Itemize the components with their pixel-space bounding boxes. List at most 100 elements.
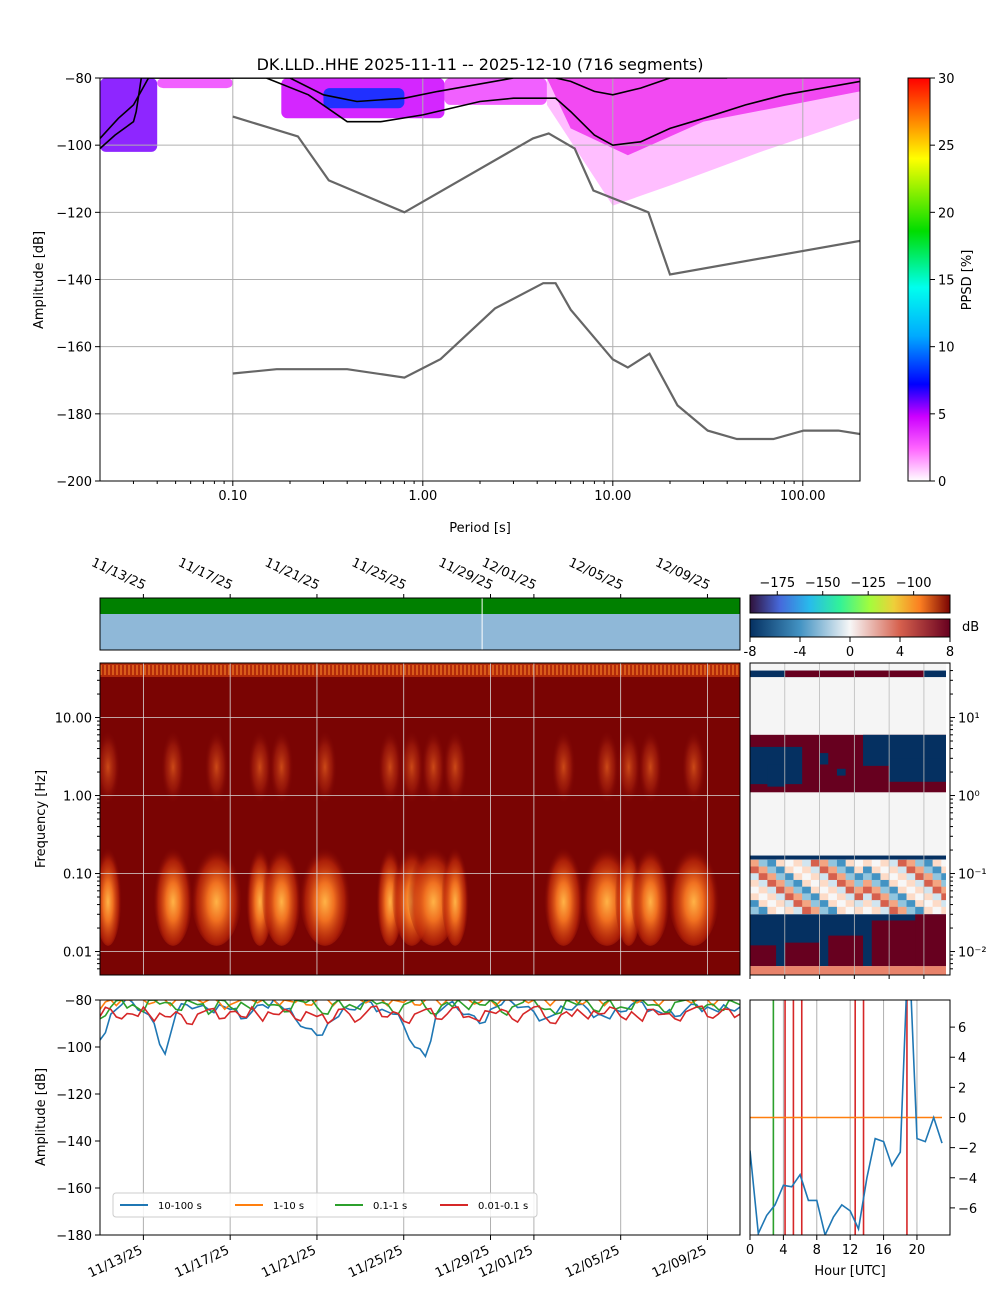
diurnal-cell [932,886,942,894]
percentile-upper-line [100,78,728,139]
diurnal-cell [897,873,908,881]
spectrogram-mid-burst [269,729,294,805]
diurnal-cell [871,879,881,888]
diurnal-cell [750,893,760,901]
spectrogram-hf-stripe [116,665,118,675]
spectrogram-hf-stripe [608,665,610,675]
psd-colorbar-tick-label: −150 [805,576,841,591]
band-series-1-10 s-line [100,1000,740,1011]
diurnal-cell [863,906,873,915]
diurnal-cell [845,866,855,874]
spectrogram-hf-stripe [728,665,730,675]
diurnal-cell [836,886,847,894]
diurnal-cell [767,900,777,908]
diurnal-cell [784,893,794,901]
ppsd-y-tick-label: −80 [65,72,92,87]
band-diurnal-x-tick-label: 4 [779,1243,787,1258]
spectrogram-mid-burst [161,729,186,805]
diurnal-cell [897,866,908,874]
diurnal-cell [836,879,847,888]
spectrogram-hf-stripe [196,665,198,675]
diurnal-cell [819,900,829,908]
band-legend: 10-100 s 1-10 s 0.1-1 s 0.01-0.1 s [112,1192,538,1218]
spectrogram-hf-stripe [656,665,658,675]
diurnal-cell [758,886,768,894]
diurnal-cell [776,906,786,915]
spectrogram-hf-stripe [288,665,290,675]
diurnal-cell [836,900,847,908]
psd-colorbar [749,594,951,614]
spectrogram-hf-stripe [456,665,458,675]
diurnal-cell [784,942,820,967]
diurnal-cell [750,945,777,967]
noise-model-high-line [232,115,860,276]
diurnal-cell [802,879,812,888]
spectrogram-microseism-burst [261,835,302,946]
diurnal-cell [889,886,899,894]
spectrogram-mid-burst [312,729,337,805]
spectrogram-hf-stripe [468,665,470,675]
spectrogram-hf-stripe [440,665,442,675]
diurnal-cell [906,906,916,915]
diurnal-cell [810,866,821,874]
diurnal-cell [810,873,821,881]
diurnal-cell [871,886,881,894]
diurnal-cell [871,906,881,915]
diurnal-cell [793,893,803,901]
spectrogram-hf-stripe [700,665,702,675]
diurnal-cell [776,866,786,874]
band-ticks: −180 −160 −140 −120 −100 −80 11/13/25 11/17/25 1… [56,994,709,1281]
spectrogram-hf-stripe [552,665,554,675]
diurnal-cell [863,886,873,894]
spectrogram-hf-stripe [632,665,634,675]
spectrogram-hf-stripe [272,665,274,675]
diurnal-cell [923,893,934,901]
band-x-tick-label: 11/13/25 [86,1243,145,1281]
spectrogram-hf-stripe [660,665,662,675]
spectrogram-hf-stripe [144,665,146,675]
spectrogram-hf-stripe [668,665,670,675]
diurnal-cell [793,859,803,868]
spectrogram-hf-stripe [588,665,590,675]
diurnal-cell [836,859,847,868]
spectrogram-hf-stripe [732,665,734,675]
spectrogram-hf-stripe [308,665,310,675]
band-diurnal-y-tick-label: 0 [958,1112,966,1127]
spectrogram-hf-stripe [596,665,598,675]
spectrogram-hf-stripe [460,665,462,675]
spectrogram-hf-stripe [592,665,594,675]
spectrogram-microseism-burst [543,835,584,946]
spectrogram-hf-stripe [332,665,334,675]
spectrogram-hf-stripe [276,665,278,675]
ppsd-x-tick-label: 100.00 [780,489,826,504]
diurnal-cell [828,886,838,894]
diurnal-cell [863,873,873,881]
ppsd-density-layer [100,78,860,206]
spectrogram-hf-stripe [512,665,514,675]
diurnal-y-tick-label: 10¹ [958,712,980,727]
spectrogram-hf-stripe [556,665,558,675]
diurnal-cell [776,859,786,868]
diurnal-cell [941,866,946,874]
spectrogram-microseism-burst [630,835,671,946]
spectrogram-hf-stripe [432,665,434,675]
spectrogram-hf-stripe [436,665,438,675]
diurnal-cell [750,866,760,874]
spectrogram-hf-stripe [648,665,650,675]
diurnal-cell [758,893,768,901]
ppsd-colorbar-tick-label: 15 [938,274,955,289]
spectrogram-date-tick-label: 12/09/25 [653,555,712,593]
spectrogram-hf-stripe [264,665,266,675]
ppsd-colorbar-tick-label: 25 [938,139,955,154]
spectrogram-mid-burst [247,729,272,805]
spectrogram-hf-stripe [284,665,286,675]
psd-colorbar-tick-label: −175 [759,576,795,591]
spectrogram-hf-stripe [408,665,410,675]
diurnal-cell [880,873,890,881]
ppsd-lines [100,78,860,441]
diurnal-cell [767,886,777,894]
band-diurnal-blue-line [750,1000,943,1235]
diurnal-cell [889,859,899,868]
diurnal-cell [793,879,803,888]
diurnal-cell [845,859,855,868]
